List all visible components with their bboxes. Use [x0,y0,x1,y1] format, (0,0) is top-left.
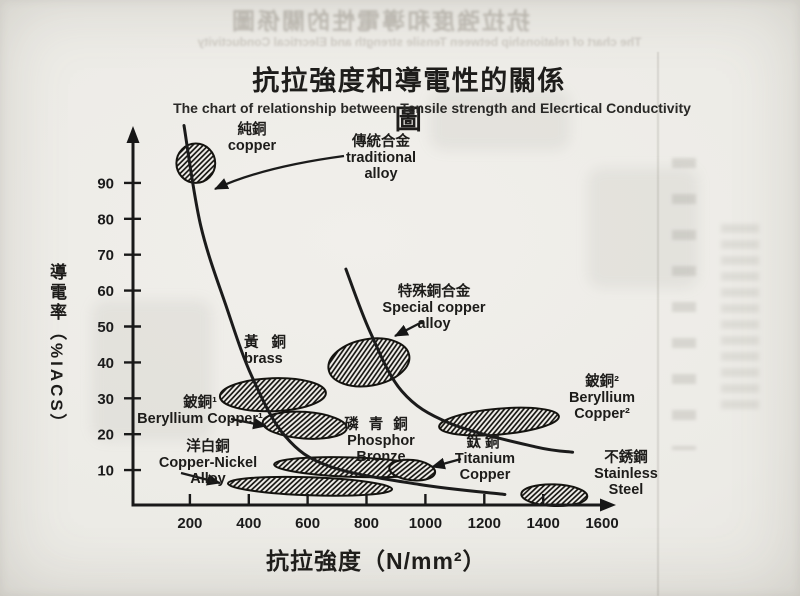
curve-special-copper-alloy [344,267,575,454]
label-titanium-copper-en: Titanium Copper [454,450,516,483]
traditional-alloy-arrow [214,154,345,191]
x-tick-label-1600: 1600 [585,515,618,532]
label-copper-nickel-alloy-en: Copper-Nickel Alloy [158,454,258,487]
x-tick-label-1200: 1200 [468,515,501,532]
chart-subtitle: The chart of relationship between Tensil… [173,100,691,116]
y-tick-label-70: 70 [97,247,114,264]
label-phosphor-bronze-zh: 磷青銅 [344,417,418,433]
label-stainless-steel-zh: 不銹鋼 [604,450,648,466]
y-tick-label-10: 10 [97,463,114,480]
y-tick-label-40: 40 [97,355,114,372]
paper-crease-line [657,52,659,596]
y-tick-label-90: 90 [97,175,114,192]
region-titanium-copper [388,458,437,482]
x-axis-title: 抗拉強度（N/mm²） [266,548,487,574]
label-traditional-alloy-zh: 傳統合金 [352,134,410,150]
label-traditional-alloy: 傳統合金 traditional alloy [333,134,429,183]
y-tick-label-60: 60 [97,283,114,300]
label-brass: 黃銅 brass [244,335,306,368]
y-tick-label-50: 50 [97,319,114,336]
label-special-copper-alloy-zh: 特殊銅合金 [397,284,471,300]
label-pure-copper-zh: 純銅 [237,122,267,138]
y-tick-label-80: 80 [97,211,114,228]
label-special-copper-alloy: 特殊銅合金 Special copper alloy [370,284,498,333]
label-traditional-alloy-en: traditional alloy [345,149,417,182]
y-tick-label-20: 20 [97,427,114,444]
label-copper-nickel-alloy-zh: 洋白銅 [186,439,230,455]
x-axis-arrowhead [600,498,616,512]
x-tick-label-400: 400 [236,515,261,532]
x-tick-label-600: 600 [295,515,320,532]
label-phosphor-bronze-en: Phosphor Bronze [347,432,415,465]
label-stainless-steel-en: Stainless Steel [594,465,658,498]
label-brass-en: brass [244,350,283,367]
x-tick-label-1000: 1000 [409,515,442,532]
region-copper-nickel-alloy [226,475,394,497]
scan-bleedthrough-vertical-text [721,224,759,409]
titanium-copper-arrow [430,457,462,470]
label-titanium-copper: 鈦銅 Titanium Copper [428,435,542,484]
label-beryllium-copper-1: 鈹銅¹ Beryllium Copper¹ [133,395,267,428]
label-beryllium-copper-2-en: Beryllium Copper² [568,389,636,422]
label-beryllium-copper-1-en: Beryllium Copper¹ [137,410,263,427]
region-special-copper-alloy [327,337,411,388]
label-beryllium-copper-2: 鈹銅² Beryllium Copper² [543,374,661,423]
copper-nickel-arrow [180,471,222,486]
label-beryllium-copper-1-zh: 鈹銅¹ [183,395,217,411]
x-tick-label-200: 200 [177,515,202,532]
chart-title: 抗拉強度和導電性的關係圖 [252,66,566,135]
x-tick-label-800: 800 [354,515,379,532]
special-copper-alloy-arrow [394,319,425,338]
beryllium-copper-1-arrow [230,417,268,430]
label-pure-copper-en: copper [227,137,277,154]
label-pure-copper: 純銅 copper [218,122,286,155]
y-tick-label-30: 30 [97,391,114,408]
label-copper-nickel-alloy: 洋白銅 Copper-Nickel Alloy [143,439,273,488]
region-brass [218,377,327,413]
y-axis-title: 導電率（%IACS） [47,263,66,434]
label-phosphor-bronze: 磷青銅 Phosphor Bronze [325,417,437,466]
curve-traditional-alloy [182,124,507,496]
label-titanium-copper-zh: 鈦銅 [466,435,504,451]
y-axis-arrowhead [126,126,140,143]
scan-bleedthrough-axis-numbers [672,158,696,450]
scan-smudge [430,90,570,150]
label-stainless-steel: 不銹鋼 Stainless Steel [575,450,677,499]
label-special-copper-alloy-en: Special copper alloy [382,299,486,332]
region-pure-copper [175,142,217,184]
x-tick-label-1400: 1400 [527,515,560,532]
label-beryllium-copper-2-zh: 鈹銅² [585,374,619,390]
label-brass-zh: 黃銅 [244,335,299,351]
scan-smudge [588,168,698,288]
scan-smudge [92,300,212,440]
